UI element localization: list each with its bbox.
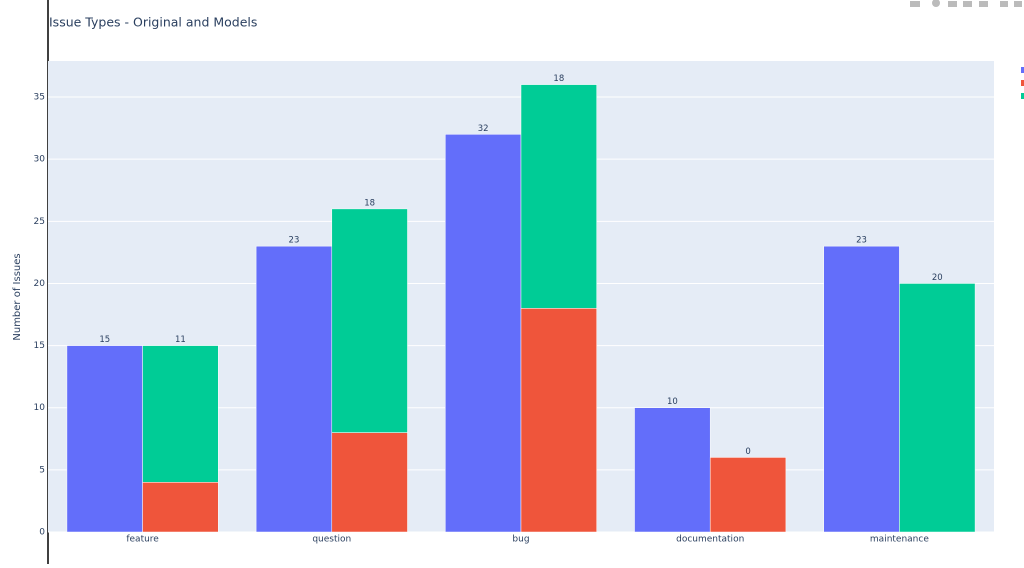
bar (709, 457, 787, 533)
data-label: 18 (364, 198, 375, 208)
bar (520, 308, 597, 533)
bar (331, 432, 408, 533)
x-tick-label: documentation (676, 535, 744, 545)
bar (899, 283, 976, 533)
bar (255, 245, 333, 533)
bar (142, 345, 219, 483)
modebar-icon[interactable] (932, 0, 940, 7)
modebar-icon[interactable] (910, 1, 920, 7)
data-label: 11 (175, 335, 186, 345)
y-tick-label: 25 (34, 217, 45, 227)
legend-swatch (1021, 93, 1024, 99)
y-tick-label: 20 (34, 279, 46, 289)
bar (142, 482, 219, 533)
bar (331, 208, 408, 433)
modebar-icon[interactable] (1000, 1, 1008, 7)
modebar (910, 0, 1022, 7)
bar (634, 407, 711, 533)
data-label: 15 (99, 335, 110, 345)
data-label: 0 (745, 447, 750, 457)
modebar-icon[interactable] (948, 1, 957, 7)
legend-swatch (1021, 80, 1024, 86)
data-label: 10 (667, 397, 678, 407)
y-tick-label: 0 (39, 528, 45, 538)
data-label: 32 (478, 124, 489, 134)
modebar-icon[interactable] (963, 1, 972, 7)
data-label: 23 (856, 236, 867, 246)
y-axis-title: Number of Issues (12, 253, 23, 340)
y-tick-label: 5 (39, 465, 45, 475)
bar (823, 245, 900, 533)
modebar-icon[interactable] (979, 1, 988, 7)
y-tick-label: 15 (34, 341, 45, 351)
x-tick-label: feature (126, 535, 159, 545)
bar (445, 134, 522, 533)
x-tick-label: question (312, 535, 351, 545)
data-label: 18 (553, 74, 564, 84)
chart-title: Issue Types - Original and Models (49, 15, 257, 30)
x-tick-label: maintenance (870, 535, 929, 545)
data-label: 20 (932, 273, 943, 283)
y-tick-label: 35 (34, 93, 45, 103)
x-tick-label: bug (512, 535, 529, 545)
y-tick-label: 10 (34, 403, 46, 413)
modebar-icon[interactable] (1014, 1, 1022, 7)
y-tick-label: 30 (34, 155, 46, 165)
data-label: 23 (289, 236, 300, 246)
bar (66, 345, 143, 533)
bar (520, 84, 597, 309)
legend-swatch (1021, 67, 1024, 73)
